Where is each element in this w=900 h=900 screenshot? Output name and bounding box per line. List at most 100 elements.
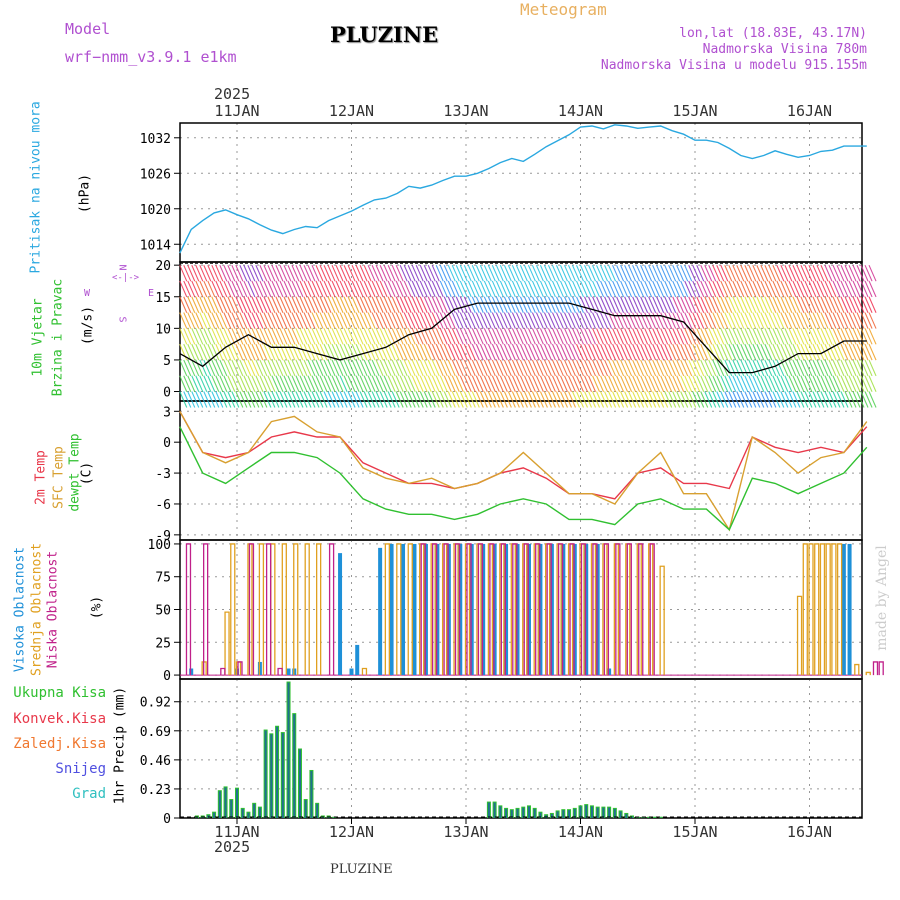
cloud-low-bar	[649, 543, 655, 676]
wind-barb	[632, 375, 641, 392]
wind-barb	[359, 312, 368, 329]
wind-barb	[379, 328, 388, 345]
wind-barb	[443, 280, 452, 298]
wind-barb	[592, 296, 601, 313]
wind-barb	[231, 375, 240, 392]
wind-barb	[760, 391, 769, 408]
wind-barb	[355, 312, 364, 329]
wind-barb	[359, 296, 368, 313]
wind-barb	[431, 391, 440, 408]
wind-barb	[359, 375, 368, 392]
wind-barb	[571, 280, 580, 298]
wind-barb	[728, 328, 737, 345]
wind-barb	[423, 343, 432, 361]
wind-barb	[748, 343, 757, 361]
wind-barb	[792, 264, 801, 282]
wind-barb	[383, 280, 392, 298]
wind-barb	[191, 328, 200, 345]
wind-barb	[343, 280, 352, 298]
cloud-high-bar	[389, 543, 394, 676]
wind-barb	[816, 359, 825, 377]
wind-barb	[820, 391, 829, 408]
wind-barb	[660, 296, 669, 313]
wind-barb	[736, 280, 745, 298]
wind-barb	[624, 375, 633, 392]
wind-barb	[359, 264, 368, 282]
wind-barb	[223, 312, 232, 329]
wind-barb	[559, 280, 568, 298]
wind-barb	[616, 375, 625, 392]
wind-barb	[724, 280, 733, 298]
wind-barb	[207, 375, 216, 392]
cloud-low-bar	[466, 543, 472, 676]
wind-barb	[800, 312, 809, 329]
y-tick-label: 20	[155, 259, 171, 274]
wind-barb	[339, 280, 348, 298]
wind-barb	[251, 359, 260, 377]
wind-barb	[231, 328, 240, 345]
wind-barb	[820, 312, 829, 329]
wind-barb	[455, 328, 464, 345]
cloud-low-bar	[489, 543, 495, 676]
wind-barb	[475, 264, 484, 282]
wind-barb	[868, 312, 877, 329]
wind-barb	[776, 312, 785, 329]
wind-barb	[187, 312, 196, 329]
wind-barb	[295, 375, 304, 392]
wind-barb	[708, 343, 717, 361]
wind-barb	[471, 296, 480, 313]
wind-barb	[527, 375, 536, 392]
wind-barb	[648, 343, 657, 361]
cloud-mid-bar	[819, 543, 826, 676]
wind-barb	[588, 280, 597, 298]
wind-barb	[868, 296, 877, 313]
wind-barb	[291, 391, 300, 408]
wind-barb	[571, 328, 580, 345]
wind-barb	[740, 391, 749, 408]
wind-barb	[571, 391, 580, 408]
precip-snow-bar	[218, 791, 221, 818]
wind-barb	[335, 312, 344, 329]
cloud-low-bar	[535, 543, 541, 676]
wind-barb	[740, 359, 749, 377]
wind-barb	[567, 391, 576, 408]
wind-barb	[411, 328, 420, 345]
wind-barb	[748, 359, 757, 377]
wind-barb	[740, 280, 749, 298]
wind-barb	[563, 264, 572, 282]
wind-barb	[848, 264, 857, 282]
wind-barb	[407, 391, 416, 408]
cloud-low-bar	[615, 543, 621, 676]
wind-barb	[379, 264, 388, 282]
wind-barb	[668, 296, 677, 313]
wind-barb	[435, 343, 444, 361]
wind-barb	[692, 391, 701, 408]
wind-barb	[515, 280, 524, 298]
wind-barb	[431, 375, 440, 392]
wind-barb	[567, 375, 576, 392]
wind-barb	[856, 296, 865, 313]
precip-snow-bar	[596, 807, 599, 818]
wind-barb	[676, 280, 685, 298]
wind-barb	[439, 280, 448, 298]
wind-barb	[848, 312, 857, 329]
wind-barb	[624, 343, 633, 361]
wind-barb	[704, 328, 713, 345]
wind-barb	[852, 343, 861, 361]
wind-barb	[427, 343, 436, 361]
wind-barb	[519, 280, 528, 298]
wind-barb	[395, 343, 404, 361]
wind-barb	[652, 280, 661, 298]
wind-barb	[483, 264, 492, 282]
wind-barb	[515, 312, 524, 329]
wind-barb	[551, 296, 560, 313]
wind-barb	[692, 343, 701, 361]
wind-barb	[375, 359, 384, 377]
wind-barb	[491, 375, 500, 392]
wind-barb	[411, 296, 420, 313]
wind-barb	[179, 296, 188, 313]
wind-barb	[483, 280, 492, 298]
wind-barb	[399, 375, 408, 392]
wind-barb	[455, 280, 464, 298]
wind-barb	[199, 391, 208, 408]
